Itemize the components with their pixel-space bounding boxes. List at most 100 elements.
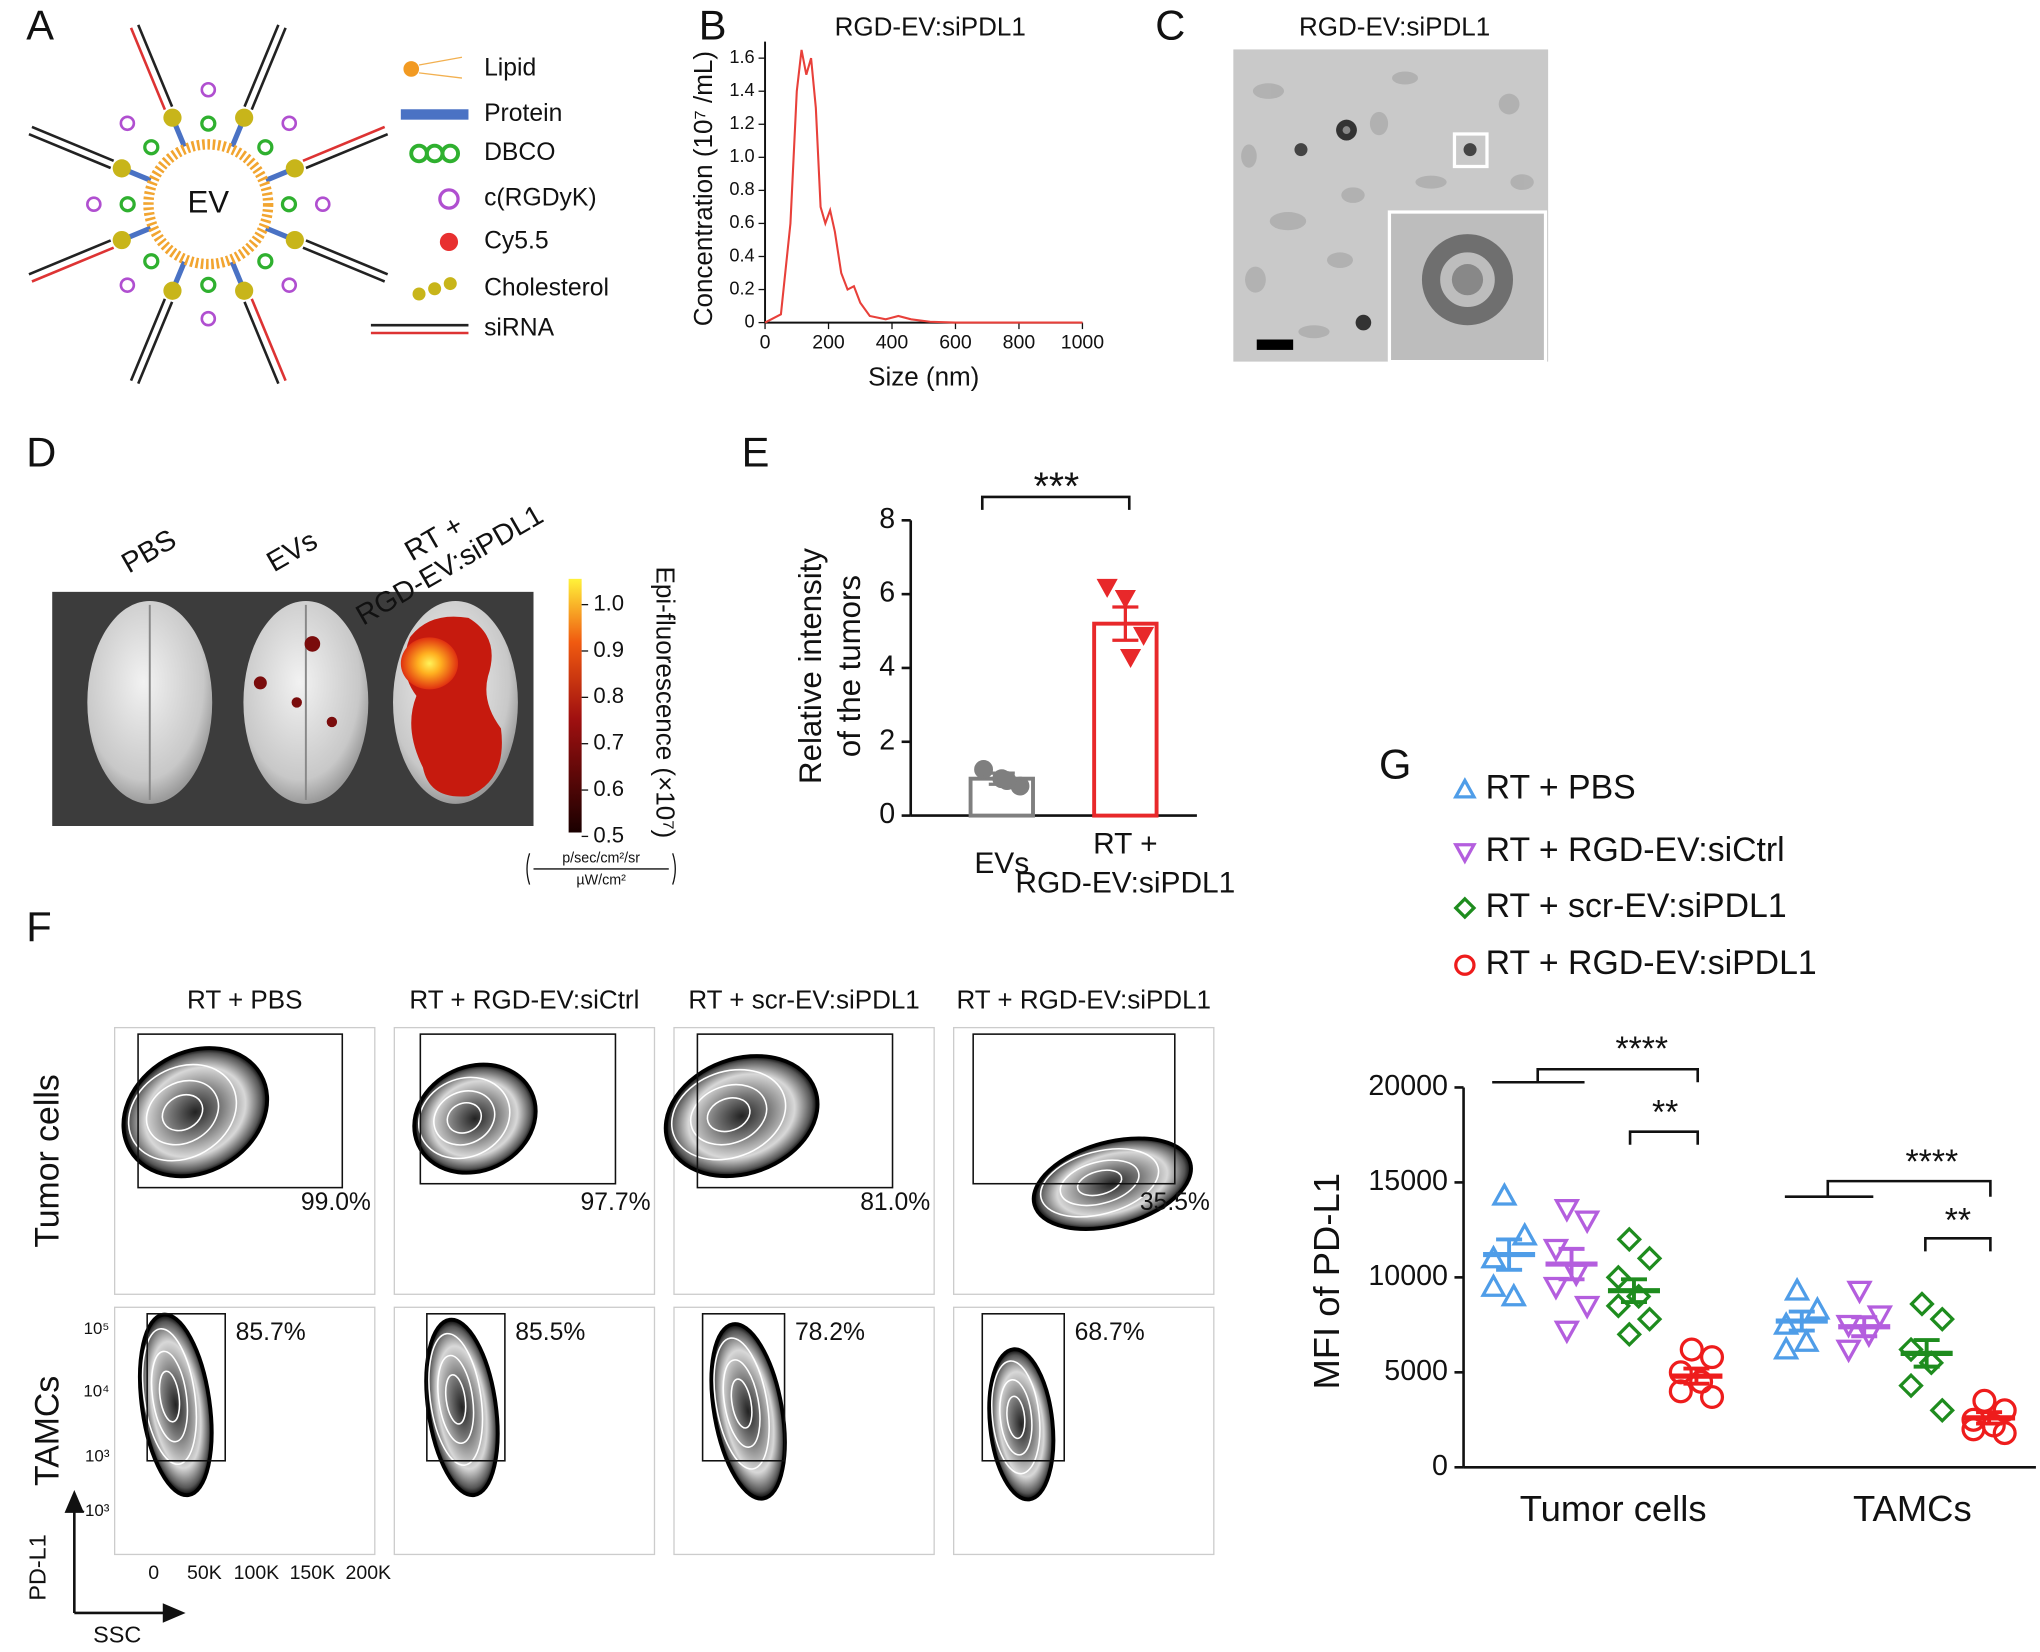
sirna <box>31 125 115 162</box>
data-point <box>1119 649 1142 669</box>
data-point <box>1793 1328 1820 1352</box>
annotation: *** <box>1034 465 1080 508</box>
gate <box>137 1033 344 1189</box>
x-tick-label: 200K <box>346 1562 392 1584</box>
density-contour <box>417 1076 511 1160</box>
sirna <box>302 246 386 283</box>
density-contour <box>722 1359 761 1448</box>
panel-label: E <box>742 428 770 475</box>
rgd <box>119 277 136 293</box>
density-contour <box>713 1337 770 1470</box>
data-point <box>1133 626 1155 646</box>
data-point <box>1929 1397 1955 1424</box>
data-point <box>1846 1280 1873 1305</box>
legend-label: Lipid <box>484 54 536 81</box>
x-tick-label: EVs <box>974 847 1029 880</box>
sirna <box>129 298 167 382</box>
density-contour <box>991 1360 1041 1475</box>
inset-core <box>1451 264 1484 296</box>
y-tick-label: 0 <box>745 311 755 331</box>
units-paren <box>672 853 676 885</box>
data-point <box>997 771 1017 790</box>
data-point <box>1454 954 1476 976</box>
group-label: EVs <box>261 525 322 579</box>
data-point <box>1772 1311 1800 1335</box>
legend-label: DBCO <box>484 139 555 166</box>
dbco <box>143 139 160 156</box>
data-point <box>1668 1379 1693 1404</box>
data-point <box>1542 1276 1570 1301</box>
annotation: **** <box>1906 1143 1959 1181</box>
density-contour <box>706 1097 751 1133</box>
y-tick-label: 8 <box>879 503 895 535</box>
density-contour <box>141 1328 198 1466</box>
gate-percent: 99.0% <box>301 1189 371 1216</box>
density-contour <box>121 1046 270 1179</box>
data-point <box>1636 1245 1663 1272</box>
x-tick-label: 1000 <box>1061 332 1105 354</box>
gate-percent: 97.7% <box>581 1189 651 1216</box>
axis-label: SSC <box>93 1622 141 1648</box>
icon <box>440 143 461 164</box>
icon <box>403 61 420 77</box>
dbco <box>119 196 136 213</box>
data-point <box>1500 1282 1527 1307</box>
scale-bar <box>1256 339 1294 350</box>
legend-label: Cholesterol <box>484 274 609 301</box>
icon <box>439 232 459 252</box>
rgd <box>200 310 217 327</box>
density-contour <box>158 1370 181 1423</box>
data-point <box>1918 1350 1945 1376</box>
x-tick-label: 0 <box>760 332 771 354</box>
lipid-shell <box>143 139 274 270</box>
data-point <box>1453 777 1477 799</box>
data-point <box>1480 1244 1507 1269</box>
data-point <box>1699 1345 1725 1370</box>
rgd <box>200 81 217 98</box>
sirna <box>250 27 287 111</box>
density-contour <box>424 1317 500 1498</box>
density-contour <box>150 1350 189 1443</box>
data-point <box>1909 1291 1935 1317</box>
data-point <box>1511 1221 1538 1246</box>
brains <box>87 600 518 804</box>
panel-label: C <box>1155 2 1185 49</box>
y-tick-label: 0.2 <box>729 278 754 298</box>
y-tick-label: 10⁵ <box>84 1319 110 1338</box>
data-point <box>1616 1226 1642 1253</box>
x-tick-label: 600 <box>939 332 972 354</box>
data-point <box>1835 1339 1862 1364</box>
density-contour <box>670 1068 787 1161</box>
column-title: RT + RGD-EV:siPDL1 <box>956 984 1211 1014</box>
dbco <box>143 253 160 270</box>
rgd <box>314 196 331 213</box>
gate-percent: 35.5% <box>1140 1189 1210 1216</box>
gate-percent: 68.7% <box>1075 1319 1145 1346</box>
gate-percent: 81.0% <box>860 1189 930 1216</box>
y-tick-label: 0.8 <box>729 179 754 199</box>
y-tick-label: 10000 <box>1368 1260 1448 1292</box>
density-contour <box>999 1379 1033 1456</box>
sirna <box>250 298 287 382</box>
icon <box>418 56 463 79</box>
tem-texture <box>1241 71 1534 339</box>
y-tick-label: 0.6 <box>729 212 754 232</box>
colorbar-tick-label: 0.9 <box>593 637 624 662</box>
colorbar-tick-label: 0.7 <box>593 730 624 755</box>
data-point <box>1491 1181 1518 1206</box>
data-point <box>1605 1293 1632 1319</box>
sirna <box>243 301 280 385</box>
sirna <box>31 246 115 283</box>
density-contour <box>428 1332 484 1466</box>
row-label: Tumor cells <box>29 1074 67 1247</box>
legend-label: Cy5.5 <box>484 227 549 254</box>
gate <box>972 1033 1176 1185</box>
icon <box>438 188 460 210</box>
sirna <box>305 239 389 276</box>
density-contour <box>1076 1169 1123 1197</box>
legend-label: RT + RGD-EV:siPDL1 <box>1486 944 1817 982</box>
units: µW/cm² <box>576 872 626 888</box>
data-point <box>1804 1295 1831 1320</box>
